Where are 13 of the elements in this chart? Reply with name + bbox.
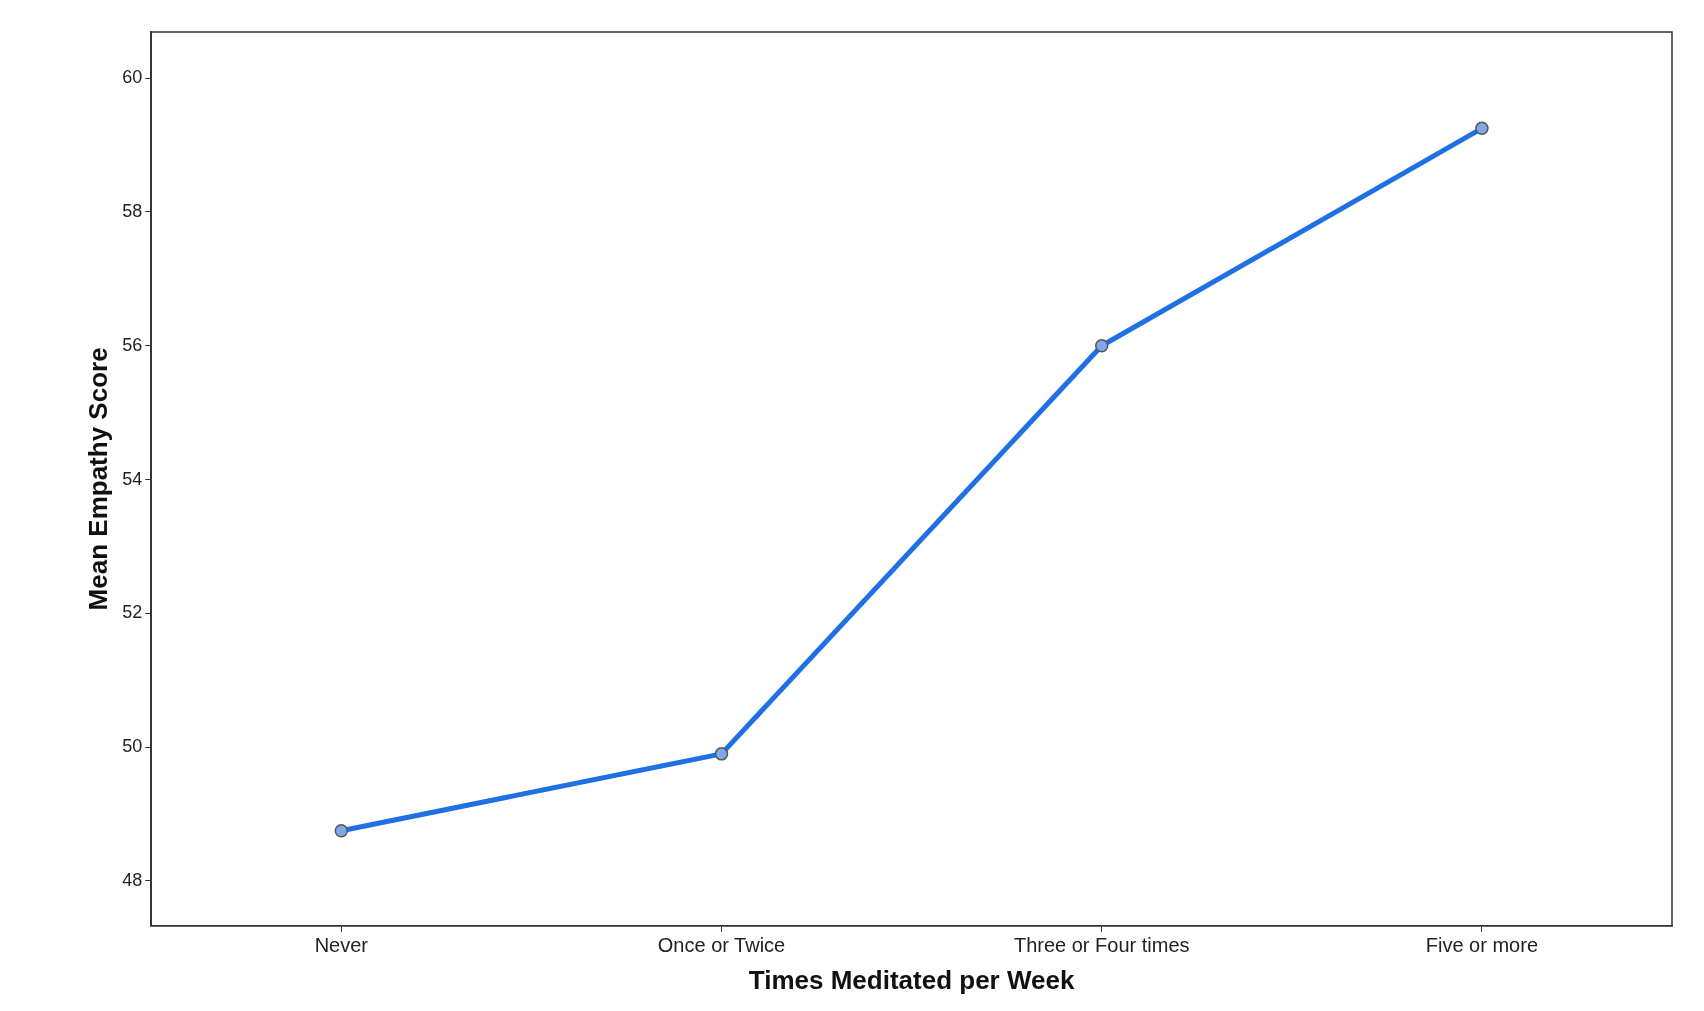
y-tick-label: 52 — [122, 602, 143, 623]
y-tick-label: 58 — [122, 200, 143, 221]
y-tick-label: 48 — [122, 869, 143, 890]
x-tick-label: Never — [314, 934, 369, 957]
x-tick-label: Once or Twice — [657, 934, 786, 957]
x-axis-title: Times Meditated per Week — [748, 964, 1075, 995]
y-tick-label: 54 — [122, 468, 143, 489]
x-tick-label: Three or Four times — [1013, 934, 1190, 957]
y-tick-label: 60 — [122, 67, 143, 88]
x-tick-label: Five or more — [1425, 934, 1539, 957]
y-axis-title: Mean Empathy Score — [82, 347, 113, 611]
y-tick-label: 56 — [122, 334, 143, 355]
y-tick-label: 50 — [122, 736, 143, 757]
